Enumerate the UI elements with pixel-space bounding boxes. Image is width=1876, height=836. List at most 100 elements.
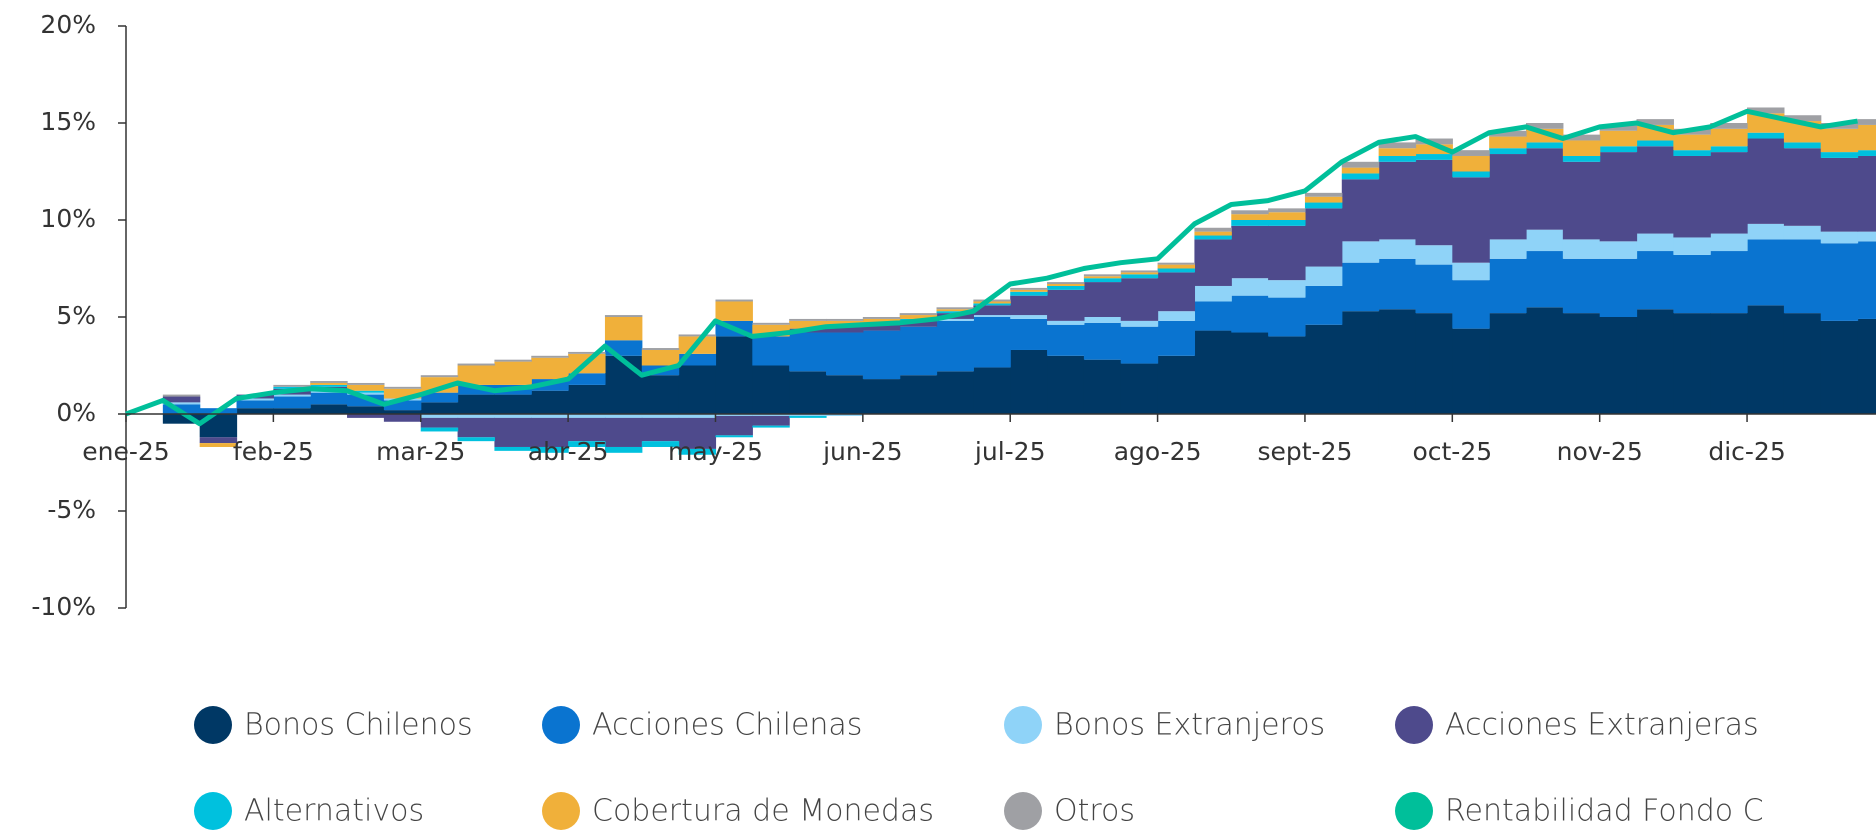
area-segment [1047, 285, 1085, 290]
area-segment [789, 318, 827, 321]
area-segment [1820, 231, 1859, 244]
y-tick-label: -10% [31, 592, 96, 621]
area-segment [1268, 225, 1306, 281]
area-segment [973, 317, 1011, 368]
area-segment [752, 415, 790, 426]
area-segment [1489, 239, 1527, 259]
area-segment [1378, 155, 1417, 162]
area-segment [1010, 315, 1048, 319]
area-segment [1120, 270, 1159, 273]
area-segment [1268, 212, 1306, 220]
area-segment [1341, 173, 1380, 180]
area-segment [1304, 196, 1343, 203]
area-segment [973, 303, 1011, 306]
area-segment [310, 382, 348, 385]
area-segment [420, 402, 459, 414]
area-segment [1304, 208, 1343, 267]
area-segment [973, 305, 1011, 316]
area-segment [1562, 134, 1601, 141]
x-tick-label: jul-25 [974, 437, 1046, 466]
legend-swatch [542, 706, 580, 744]
area-segment [1857, 150, 1876, 156]
area-segment [1636, 309, 1674, 414]
area-segment [1783, 313, 1822, 414]
area-segment [936, 309, 974, 312]
area-segment [531, 390, 569, 414]
area-segment [1378, 239, 1417, 259]
area-segment [862, 324, 901, 331]
area-segment [1710, 233, 1748, 252]
area-segment [715, 415, 753, 436]
area-segment [641, 375, 680, 414]
area-segment [273, 386, 311, 389]
area-segment [1231, 295, 1269, 333]
area-segment [1857, 119, 1876, 125]
area-segment [789, 320, 827, 329]
area-segment [1783, 142, 1822, 149]
area-segment [1157, 262, 1196, 265]
area-segment [568, 414, 606, 418]
area-segment [1636, 140, 1674, 147]
area-segment [1194, 301, 1232, 331]
x-tick-label: ago-25 [1114, 437, 1202, 466]
area-segment [1526, 251, 1564, 308]
area-segment [1599, 258, 1638, 317]
area-segment [347, 414, 385, 418]
area-segment [641, 441, 680, 447]
area-segment [1452, 171, 1490, 178]
area-segment [1010, 291, 1048, 296]
area-segment [1452, 155, 1490, 172]
area-segment [310, 404, 348, 414]
area-segment [457, 363, 496, 366]
legend-swatch [1004, 792, 1042, 830]
area-segment [236, 400, 274, 409]
area-segment [1083, 322, 1122, 360]
area-segment [531, 357, 569, 380]
area-segment [457, 414, 496, 418]
area-segment [162, 402, 201, 405]
area-segment [531, 417, 569, 447]
area-segment [1083, 282, 1122, 317]
area-segment [752, 322, 790, 325]
area-segment [162, 404, 201, 414]
area-segment [1636, 233, 1674, 252]
area-segment [568, 351, 606, 354]
area-segment [1415, 154, 1453, 160]
x-tick-label: dic-25 [1708, 437, 1785, 466]
area-segment [273, 396, 311, 409]
area-segment [1599, 130, 1638, 147]
area-segment [1857, 155, 1876, 232]
area-segment [752, 425, 790, 428]
area-segment [641, 417, 680, 442]
area-segment [678, 365, 717, 414]
area-segment [678, 353, 717, 366]
area-segment [826, 375, 864, 414]
area-segment [531, 355, 569, 358]
area-segment [826, 318, 864, 321]
area-segment [1157, 272, 1196, 312]
area-segment [457, 365, 496, 385]
area-segment [678, 448, 717, 455]
area-segment [899, 326, 938, 376]
area-segment [752, 324, 790, 337]
area-segment [1636, 251, 1674, 310]
area-segment [1083, 278, 1122, 283]
area-segment [1268, 280, 1306, 298]
x-tick-label: jun-25 [822, 437, 902, 466]
area-segment [1489, 154, 1527, 240]
area-segment [1194, 285, 1232, 302]
area-segment [1562, 239, 1601, 259]
area-segment [752, 365, 790, 414]
area-segment [273, 394, 311, 397]
area-segment [899, 315, 938, 319]
area-segment [1231, 278, 1269, 296]
area-segment [531, 446, 569, 453]
area-segment [1673, 254, 1711, 314]
area-segment [899, 375, 938, 414]
area-segment [1599, 241, 1638, 259]
area-segment [678, 414, 717, 418]
legend-label: Rentabilidad Fondo C [1445, 794, 1764, 829]
area-segment [1636, 119, 1674, 125]
area-segment [1194, 227, 1232, 232]
area-segment [420, 417, 459, 428]
